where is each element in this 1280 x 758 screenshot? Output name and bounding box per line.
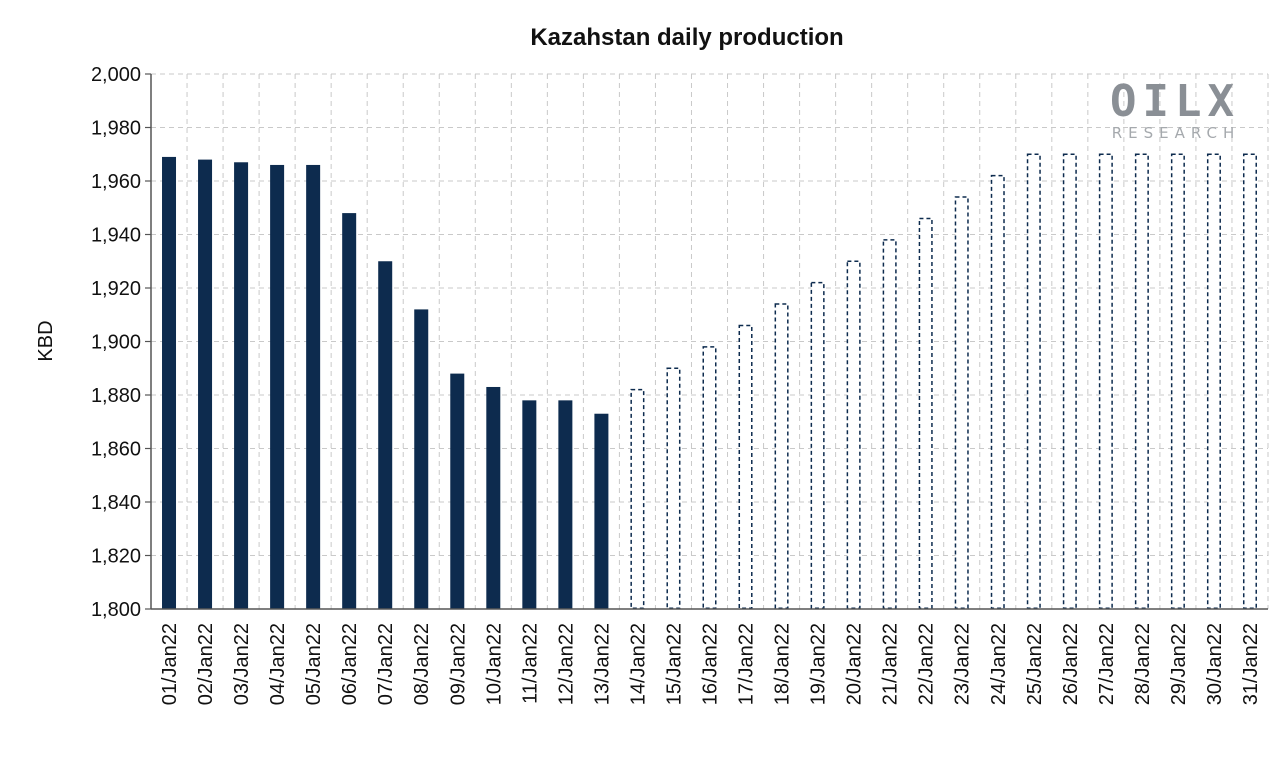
x-tick-label: 19/Jan22 — [808, 623, 830, 705]
bar-forecast — [810, 281, 825, 609]
x-tick-label: 03/Jan22 — [231, 623, 253, 705]
x-tick-label: 26/Jan22 — [1060, 623, 1082, 705]
logo-subtitle: RESEARCH — [1112, 124, 1241, 142]
x-tick-label: 27/Jan22 — [1096, 623, 1118, 705]
y-tick-label: 1,880 — [91, 385, 141, 407]
bar-actual — [378, 261, 393, 609]
x-tick-label: 22/Jan22 — [916, 623, 938, 705]
bar-forecast — [1242, 153, 1257, 609]
x-tick-label: 25/Jan22 — [1024, 623, 1046, 705]
x-tick-label: 14/Jan22 — [627, 623, 649, 705]
x-tick-label: 16/Jan22 — [700, 623, 722, 705]
x-tick-label: 31/Jan22 — [1240, 623, 1262, 705]
bar-actual — [558, 400, 573, 609]
bar-actual — [414, 309, 429, 609]
y-tick-label: 1,980 — [91, 118, 141, 140]
x-tick-label: 24/Jan22 — [988, 623, 1010, 705]
x-tick-label: 21/Jan22 — [880, 623, 902, 705]
y-axis: 1,800 1,820 1,840 1,860 1,880 1,900 1,920 1,940… — [91, 64, 151, 621]
x-tick-label: 10/Jan22 — [483, 623, 505, 705]
x-tick-label: 23/Jan22 — [952, 623, 974, 705]
bar-forecast — [1206, 153, 1221, 609]
x-tick-label: 06/Jan22 — [339, 623, 361, 705]
y-tick-label: 2,000 — [91, 64, 141, 86]
x-tick-label: 11/Jan22 — [519, 623, 541, 704]
bar-forecast — [846, 260, 861, 609]
bar-forecast — [702, 346, 717, 609]
logo-text: OILX — [1110, 76, 1240, 127]
x-tick-label: 18/Jan22 — [772, 623, 794, 705]
bar-forecast — [954, 196, 969, 610]
y-axis-label: KBD — [35, 320, 57, 361]
x-tick-label: 12/Jan22 — [555, 623, 577, 705]
y-tick-label: 1,900 — [91, 332, 141, 354]
oilx-logo: OILX RESEARCH — [1110, 76, 1241, 142]
x-tick-label: 04/Jan22 — [267, 623, 289, 705]
bar-forecast — [1170, 153, 1185, 609]
bar-forecast — [630, 388, 645, 609]
bar-forecast — [918, 217, 933, 609]
y-tick-label: 1,840 — [91, 492, 141, 514]
bar-forecast — [1062, 153, 1077, 609]
bar-actual — [234, 162, 249, 609]
bar-actual — [198, 159, 213, 609]
bar-actual — [306, 164, 321, 609]
y-tick-label: 1,860 — [91, 439, 141, 461]
bar-actual — [486, 386, 501, 609]
bar-forecast — [1098, 153, 1113, 609]
x-tick-label: 08/Jan22 — [411, 623, 433, 705]
bar-actual — [522, 400, 537, 609]
x-axis: 01/Jan22 02/Jan22 03/Jan22 04/Jan22 05/Jan22… — [159, 623, 1262, 705]
x-tick-label: 17/Jan22 — [736, 623, 758, 705]
y-tick-label: 1,940 — [91, 225, 141, 247]
bar-actual — [270, 164, 285, 609]
x-tick-label: 07/Jan22 — [375, 623, 397, 705]
bar-actual — [594, 413, 609, 609]
bar-forecast — [882, 239, 897, 609]
y-tick-label: 1,800 — [91, 599, 141, 621]
bar-actual — [450, 373, 465, 609]
x-tick-label: 09/Jan22 — [447, 623, 469, 705]
grid — [151, 73, 1269, 609]
x-tick-label: 15/Jan22 — [663, 623, 685, 705]
bar-forecast — [1026, 153, 1041, 609]
bar-forecast — [738, 324, 753, 609]
x-tick-label: 02/Jan22 — [195, 623, 217, 705]
bars — [162, 153, 1257, 610]
y-tick-label: 1,820 — [91, 546, 141, 568]
x-tick-label: 01/Jan22 — [159, 623, 181, 705]
bar-forecast — [774, 303, 789, 609]
y-tick-label: 1,920 — [91, 278, 141, 300]
x-tick-label: 20/Jan22 — [844, 623, 866, 705]
chart-title: Kazahstan daily production — [530, 24, 843, 51]
bar-actual — [342, 213, 357, 609]
bar-forecast — [990, 174, 1005, 609]
y-tick-label: 1,960 — [91, 171, 141, 193]
x-tick-label: 29/Jan22 — [1168, 623, 1190, 705]
x-tick-label: 13/Jan22 — [591, 623, 613, 705]
bar-forecast — [666, 367, 681, 609]
x-tick-label: 30/Jan22 — [1204, 623, 1226, 705]
x-tick-label: 05/Jan22 — [303, 623, 325, 705]
bar-actual — [162, 156, 177, 610]
bar-forecast — [1134, 153, 1149, 609]
x-tick-label: 28/Jan22 — [1132, 623, 1154, 705]
